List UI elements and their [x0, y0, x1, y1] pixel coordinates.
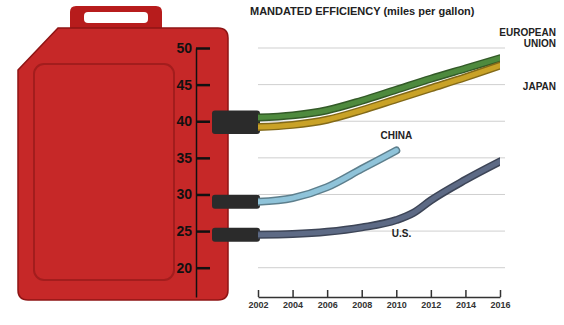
x-axis-line — [259, 297, 501, 299]
can-handle — [70, 6, 162, 30]
x-tick-label: 2014 — [456, 300, 476, 310]
line-outline — [258, 151, 396, 202]
x-tick-label: 2016 — [490, 300, 510, 310]
series-label: EUROPEANUNION — [499, 27, 556, 49]
x-tick-mark — [292, 290, 294, 297]
y-tick-label: 35 — [176, 150, 192, 166]
grid-line — [258, 267, 505, 268]
can-body — [18, 28, 228, 300]
title: MANDATED EFFICIENCY (miles per gallon) — [250, 5, 475, 17]
y-tick-label: 25 — [176, 223, 192, 239]
line — [258, 151, 396, 202]
y-tick: 45 — [176, 77, 210, 93]
x-tick-label: 2002 — [248, 300, 268, 310]
can-handle-hole — [84, 12, 148, 23]
y-tick: 30 — [176, 186, 210, 202]
y-tick-mark — [196, 47, 210, 50]
y-tick-label: 30 — [176, 186, 192, 202]
x-tick: 2004 — [283, 290, 303, 310]
y-tick: 40 — [176, 113, 210, 129]
line-outline — [258, 66, 500, 128]
gas-can — [18, 6, 228, 300]
series-labels: EUROPEANUNION JAPAN CHINA U.S. — [380, 27, 556, 239]
series-label: U.S. — [392, 228, 412, 239]
series-label: JAPAN — [523, 81, 556, 92]
y-tick: 50 — [176, 40, 210, 56]
y-tick-mark — [196, 230, 210, 233]
x-tick: 2006 — [318, 290, 338, 310]
x-axis: 2002 2004 2006 2008 2010 2012 2014 2016 — [248, 290, 510, 310]
x-tick: 2014 — [456, 290, 476, 310]
x-tick: 2010 — [387, 290, 407, 310]
x-tick-mark — [396, 290, 398, 297]
y-tick-mark — [196, 157, 210, 160]
x-tick-mark — [327, 290, 329, 297]
line-outline — [258, 162, 500, 235]
x-tick: 2012 — [421, 290, 441, 310]
y-tick-label: 20 — [176, 260, 192, 276]
grid-line — [258, 84, 505, 85]
line — [258, 162, 500, 235]
chart: MANDATED EFFICIENCY (miles per gallon) 20… — [0, 0, 564, 325]
x-tick-label: 2010 — [387, 300, 407, 310]
spouts — [212, 111, 260, 242]
x-tick-label: 2006 — [318, 300, 338, 310]
y-tick-mark — [196, 120, 210, 123]
line — [258, 66, 500, 128]
y-tick-mark — [196, 84, 210, 87]
y-tick-mark — [196, 267, 210, 270]
x-tick-mark — [465, 290, 467, 297]
y-tick-label: 50 — [176, 40, 192, 56]
y-tick-label: 45 — [176, 77, 192, 93]
y-tick: 25 — [176, 223, 210, 239]
x-tick-mark — [431, 290, 433, 297]
y-axis: 20 25 30 35 40 45 50 — [176, 40, 210, 298]
grid-line — [258, 48, 505, 49]
can-panel — [34, 64, 174, 280]
lines — [258, 58, 500, 234]
series-label: CHINA — [380, 130, 412, 141]
spout — [212, 228, 260, 242]
x-tick: 2002 — [248, 290, 268, 310]
x-tick-mark — [500, 290, 502, 297]
x-tick-mark — [258, 290, 260, 297]
x-tick: 2016 — [490, 290, 510, 310]
x-tick-label: 2004 — [283, 300, 303, 310]
x-tick-label: 2008 — [352, 300, 372, 310]
spout — [212, 120, 260, 134]
spout — [212, 195, 260, 209]
x-tick-mark — [361, 290, 363, 297]
y-tick: 35 — [176, 150, 210, 166]
x-tick-label: 2012 — [421, 300, 441, 310]
y-tick-mark — [196, 194, 210, 197]
y-tick-label: 40 — [176, 113, 192, 129]
grid — [258, 48, 505, 268]
x-tick: 2008 — [352, 290, 372, 310]
y-tick: 20 — [176, 260, 210, 276]
